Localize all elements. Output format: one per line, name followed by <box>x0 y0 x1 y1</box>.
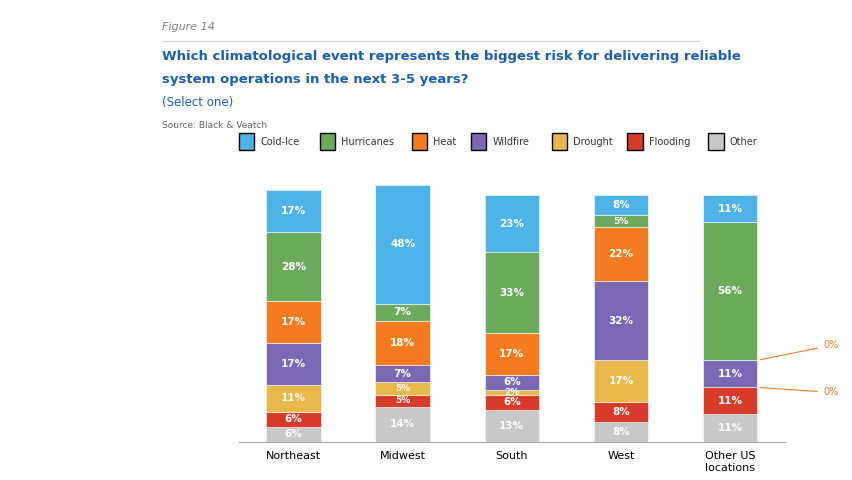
Text: 28%: 28% <box>280 262 306 272</box>
Text: 5%: 5% <box>613 216 628 226</box>
Bar <box>375 304 429 321</box>
Bar <box>484 252 538 333</box>
Text: Figure 14: Figure 14 <box>162 22 215 32</box>
Text: 0%: 0% <box>759 387 838 397</box>
Bar <box>266 232 320 301</box>
Bar <box>266 343 320 385</box>
Bar <box>702 360 757 387</box>
Bar <box>375 383 429 395</box>
Bar <box>593 402 648 422</box>
Bar <box>484 333 538 375</box>
Bar <box>375 395 429 407</box>
Bar <box>375 321 429 365</box>
Bar <box>484 409 538 442</box>
Text: 17%: 17% <box>280 206 306 216</box>
Bar <box>484 390 538 395</box>
Text: 22%: 22% <box>607 249 633 259</box>
Text: Drought: Drought <box>573 137 613 146</box>
Text: 17%: 17% <box>498 349 524 359</box>
Bar <box>484 375 538 390</box>
Text: Cold-Ice: Cold-Ice <box>260 137 299 146</box>
Bar <box>702 387 757 415</box>
Bar <box>593 195 648 215</box>
Text: 17%: 17% <box>280 317 306 327</box>
Text: 6%: 6% <box>503 377 520 387</box>
Text: Which climatological event represents the biggest risk for delivering reliable: Which climatological event represents th… <box>162 50 740 63</box>
Bar <box>266 427 320 442</box>
Bar <box>375 365 429 383</box>
Text: 0%: 0% <box>759 340 838 360</box>
Text: system operations in the next 3-5 years?: system operations in the next 3-5 years? <box>162 73 468 86</box>
Text: 8%: 8% <box>612 407 629 417</box>
Text: 5%: 5% <box>394 396 410 406</box>
Text: 6%: 6% <box>285 429 302 439</box>
Bar <box>266 301 320 343</box>
Bar <box>702 222 757 360</box>
Text: Heat: Heat <box>433 137 456 146</box>
Text: 32%: 32% <box>607 316 633 326</box>
Text: 8%: 8% <box>612 200 629 210</box>
Bar <box>484 395 538 409</box>
Text: 56%: 56% <box>717 286 742 296</box>
Text: 48%: 48% <box>389 240 415 250</box>
Text: 7%: 7% <box>394 307 411 317</box>
Text: 6%: 6% <box>285 414 302 424</box>
Text: 14%: 14% <box>389 420 415 429</box>
Text: 8%: 8% <box>612 427 629 437</box>
Text: 7%: 7% <box>394 369 411 379</box>
Text: Source: Black & Veatch: Source: Black & Veatch <box>162 121 267 130</box>
Bar <box>702 195 757 222</box>
Text: 18%: 18% <box>389 338 415 348</box>
Text: 11%: 11% <box>717 396 742 406</box>
Text: (Select one): (Select one) <box>162 96 233 109</box>
Text: 11%: 11% <box>280 394 306 404</box>
Text: 17%: 17% <box>280 359 306 369</box>
Text: Flooding: Flooding <box>648 137 689 146</box>
Text: 11%: 11% <box>717 423 742 433</box>
Bar <box>266 412 320 427</box>
Bar <box>593 215 648 227</box>
Bar <box>702 415 757 442</box>
Bar <box>375 185 429 304</box>
Bar <box>593 227 648 281</box>
Bar <box>375 407 429 442</box>
Text: 17%: 17% <box>607 376 633 386</box>
Text: Wildfire: Wildfire <box>492 137 528 146</box>
Bar <box>593 360 648 402</box>
Text: 11%: 11% <box>717 204 742 214</box>
Text: 2%: 2% <box>504 388 519 397</box>
Text: 13%: 13% <box>498 420 524 431</box>
Text: 5%: 5% <box>394 384 410 393</box>
Bar <box>484 195 538 252</box>
Text: Hurricanes: Hurricanes <box>341 137 394 146</box>
Bar <box>266 385 320 412</box>
Bar <box>266 190 320 232</box>
Text: 6%: 6% <box>503 397 520 407</box>
Bar <box>593 281 648 360</box>
Text: 11%: 11% <box>717 369 742 379</box>
Text: 33%: 33% <box>498 288 524 298</box>
Text: 23%: 23% <box>498 218 524 228</box>
Text: Other: Other <box>728 137 757 146</box>
Bar <box>593 422 648 442</box>
